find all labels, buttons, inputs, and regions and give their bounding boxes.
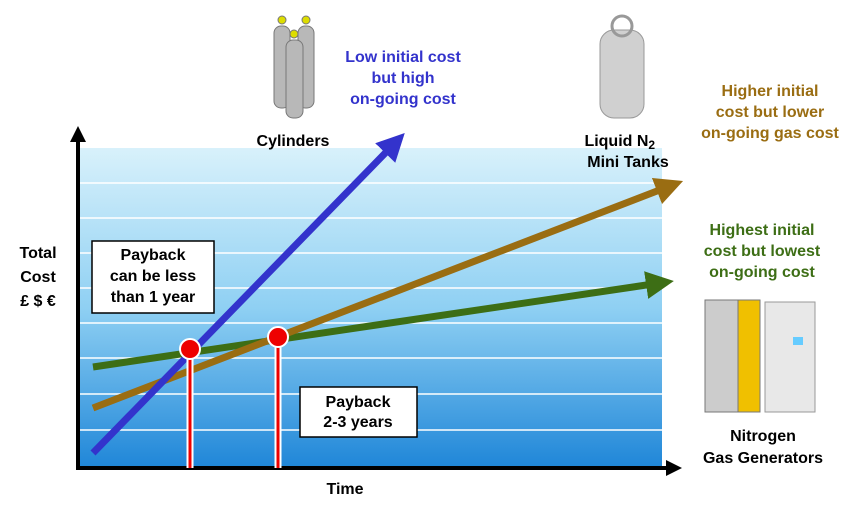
text-line: than 1 year [111, 289, 195, 306]
text-line: on-going gas cost [701, 125, 839, 142]
text-line: can be less [110, 268, 196, 285]
text-line: Gas Generators [703, 450, 823, 467]
text-line: 2 [648, 138, 655, 152]
text-line: £ $ € [20, 293, 56, 310]
text-line: Mini Tanks [587, 154, 669, 171]
cylinders-note: Low initial cost but high on-going cost [345, 49, 461, 108]
text-line: Payback [121, 247, 186, 264]
generators-title: Nitrogen Gas Generators [703, 428, 823, 467]
tank-icon [599, 14, 645, 119]
text-line: Liquid N [584, 133, 648, 150]
text-line: Nitrogen [730, 428, 796, 445]
y-axis-label: Total Cost £ $ € [19, 245, 56, 310]
tanks-note: Higher initial cost but lower on-going gas… [701, 83, 839, 142]
text-line: Cost [20, 269, 56, 286]
cylinder-icon [273, 15, 315, 119]
cylinders-title: Cylinders [257, 133, 330, 150]
generator-icon [704, 299, 816, 413]
text-line: 2-3 years [323, 414, 392, 431]
text-line: Total [19, 245, 56, 262]
payback-box-1: Payback can be less than 1 year [91, 240, 215, 314]
text-line: Highest initial [710, 222, 815, 239]
text-line: Payback [326, 394, 391, 411]
text-line: Low initial cost [345, 49, 461, 66]
text-line: Higher initial [722, 83, 819, 100]
text-line: but high [371, 70, 434, 87]
tanks-title: Liquid N2 Mini Tanks [584, 133, 668, 171]
text-line: on-going cost [350, 91, 456, 108]
x-axis-label: Time [326, 481, 363, 498]
text-line: cost but lower [716, 104, 824, 121]
payback-box-2: Payback 2-3 years [299, 386, 418, 438]
text-line: cost but lowest [704, 243, 821, 260]
payback-markers [179, 326, 289, 468]
generators-note: Highest initial cost but lowest on-going c… [704, 222, 821, 281]
text-line: on-going cost [709, 264, 815, 281]
